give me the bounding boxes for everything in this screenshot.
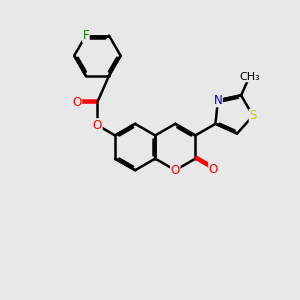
Text: O: O <box>72 96 82 109</box>
Text: CH₃: CH₃ <box>239 72 260 82</box>
Text: O: O <box>171 164 180 177</box>
Text: S: S <box>249 110 257 122</box>
Text: O: O <box>209 163 218 176</box>
Text: F: F <box>82 29 89 42</box>
Text: N: N <box>214 94 222 107</box>
Text: O: O <box>93 119 102 132</box>
